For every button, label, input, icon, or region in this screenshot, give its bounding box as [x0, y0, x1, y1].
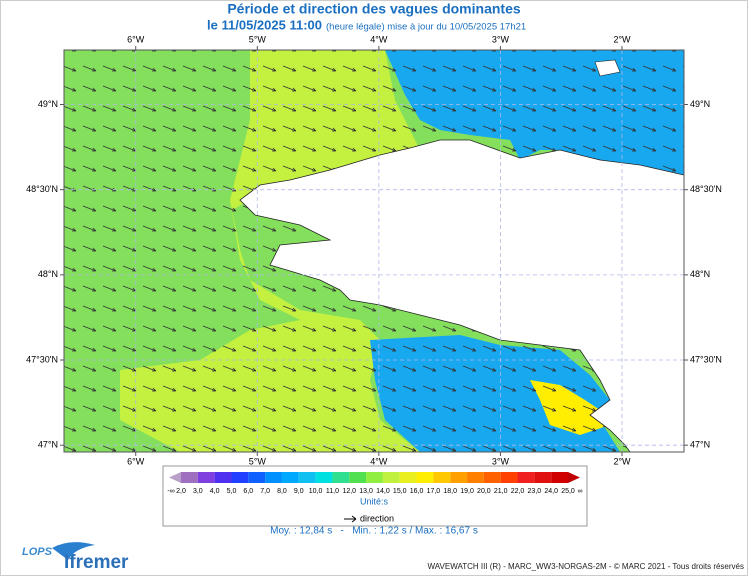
colorbar-label: 14,0: [376, 488, 390, 495]
island: [594, 59, 621, 77]
colorbar-segment: [467, 472, 484, 483]
direction-arrow: [344, 515, 357, 523]
colorbar-label: 24,0: [544, 488, 558, 495]
y-tick-label: 48°N: [690, 269, 710, 279]
colorbar-label: 20,0: [477, 488, 491, 495]
y-tick-label: 47°N: [38, 440, 58, 450]
colorbar-segment: [265, 472, 282, 483]
logo-lops: LOPS: [22, 546, 53, 558]
direction-label: direction: [360, 513, 394, 523]
plot-border: [63, 49, 685, 453]
colorbar-segment: [181, 472, 198, 483]
colorbar-label: 22,0: [511, 488, 525, 495]
colorbar-segment: [214, 472, 232, 483]
colorbar-segment: [298, 472, 316, 483]
colorbar-segment: [349, 472, 367, 483]
colorbar-label: 25,0: [561, 488, 575, 495]
logo-ifremer-mark: [52, 542, 95, 560]
colorbar-label: 23,0: [528, 488, 542, 495]
date: le 11/05/2025 11:00: [207, 17, 322, 32]
colorbar-segment: [332, 472, 350, 483]
colorbar-segment: [197, 472, 215, 483]
colorbar-segment: [534, 472, 552, 483]
colorbar-segment: [433, 472, 451, 483]
colorbar-label: 18,0: [443, 488, 457, 495]
colorbar-high-label: ∞: [578, 488, 583, 495]
colorbar-segment: [500, 472, 518, 483]
colorbar-segment: [450, 472, 468, 483]
colorbar-label: 13,0: [359, 488, 373, 495]
colorbar-segment: [366, 472, 383, 483]
colorbar-segment: [231, 472, 249, 483]
colorbar-segment: [382, 472, 400, 483]
y-tick-label: 49°N: [690, 99, 710, 109]
colorbar-label: 4,0: [210, 488, 220, 495]
update-note: (heure légale) mise à jour du 10/05/2025…: [326, 22, 526, 33]
colorbar-label: 6,0: [243, 488, 253, 495]
x-tick-label: 2°W: [613, 456, 631, 466]
x-tick-label: 4°W: [370, 34, 388, 44]
map-field: [64, 50, 684, 452]
y-tick-label: 47°30'N: [690, 354, 722, 364]
colorbar-label: 19,0: [460, 488, 474, 495]
colorbar-label: 11,0: [326, 488, 339, 495]
title: Période et direction des vagues dominant…: [227, 1, 521, 17]
colorbar-segment: [281, 472, 299, 483]
colorbar-segment: [416, 472, 434, 483]
colorbar-segment: [248, 472, 266, 483]
colorbar-segment: [399, 472, 417, 483]
colorbar-label: 8,0: [277, 488, 287, 495]
x-tick-label: 3°W: [492, 456, 510, 466]
colorbar-label: 3,0: [193, 488, 203, 495]
colorbar-label: 15,0: [393, 488, 407, 495]
colorbar-high: [568, 472, 580, 483]
colorbar-label: 17,0: [427, 488, 441, 495]
x-tick-label: 3°W: [492, 34, 510, 44]
land: [239, 139, 684, 452]
colorbar-segment: [483, 472, 501, 483]
y-tick-label: 47°N: [690, 440, 710, 450]
colorbar-segment: [315, 472, 333, 483]
colorbar: 2,0 3,0 4,0 5,0 6,0 7,0 8,0 9,0 10,0 11,0 12,0 13,0…: [167, 472, 583, 495]
colorbar-low: [169, 472, 181, 483]
colorbar-segment: [517, 472, 535, 483]
colorbar-label: 10,0: [309, 488, 323, 495]
colorbar-label: 9,0: [294, 488, 304, 495]
y-tick-label: 48°30'N: [690, 184, 722, 194]
colorbar-label: 16,0: [410, 488, 424, 495]
stats: Moy. : 12,84 s - Min. : 1,22 s / Max. : …: [270, 526, 478, 537]
unit: Unité:s: [360, 496, 389, 506]
colorbar-segment: [551, 472, 568, 483]
x-tick-label: 5°W: [249, 34, 267, 44]
credits: WAVEWATCH III (R) - MARC_WW3-NORGAS-2M -…: [428, 562, 744, 571]
x-tick-label: 4°W: [370, 456, 388, 466]
colorbar-label: 12,0: [342, 488, 356, 495]
colorbar-label: 2,0: [176, 488, 186, 495]
logo-ifremer: Ifremer: [64, 552, 129, 573]
colorbar-label: 5,0: [227, 488, 237, 495]
y-tick-label: 49°N: [38, 99, 58, 109]
y-tick-label: 48°N: [38, 269, 58, 279]
colorbar-low-label: -∞: [167, 488, 174, 495]
grid: 6°W 6°W 5°W 5°W 4°W 4°W 3°W 3°W 2°W 2°W 47°N 47°N 47…: [26, 34, 722, 466]
x-tick-label: 6°W: [127, 34, 145, 44]
y-tick-label: 47°30'N: [26, 354, 58, 364]
y-tick-label: 48°30'N: [26, 184, 58, 194]
colorbar-label: 7,0: [260, 488, 270, 495]
x-tick-label: 2°W: [613, 34, 631, 44]
x-tick-label: 5°W: [249, 456, 267, 466]
x-tick-label: 6°W: [127, 456, 145, 466]
colorbar-label: 21,0: [494, 488, 508, 495]
